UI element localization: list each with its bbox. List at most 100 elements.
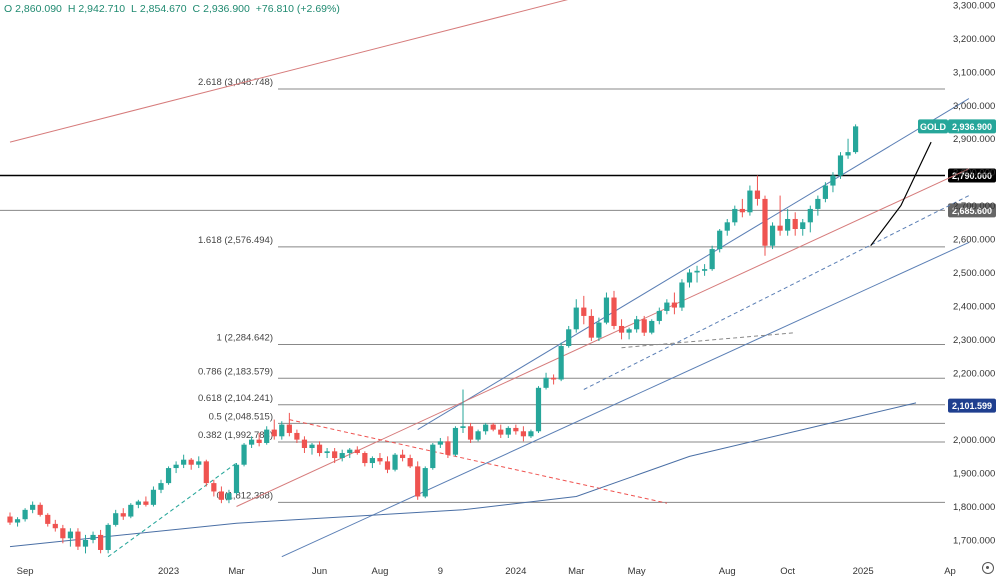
- y-axis-tick-label: 2,500.000: [953, 268, 995, 279]
- price-tag: [948, 398, 996, 413]
- price-tag-label: 2,101.599: [952, 401, 992, 411]
- level-tag-label: 2,685.600: [952, 206, 992, 216]
- candle-body: [747, 190, 753, 213]
- y-axis-tick-label: 3,200.000: [953, 34, 995, 45]
- candle-body: [702, 269, 708, 271]
- dash-lower-1: [107, 462, 237, 558]
- candle-body: [271, 429, 277, 437]
- candle-body: [67, 531, 73, 539]
- candle-body: [354, 449, 360, 454]
- candle-body: [332, 451, 338, 459]
- high-value: 2,942.710: [78, 3, 126, 15]
- candle-body: [800, 222, 806, 230]
- x-axis-tick-label: May: [628, 566, 646, 577]
- candle-body: [671, 302, 677, 308]
- candle-body: [407, 458, 413, 467]
- candle-body: [505, 427, 511, 435]
- candle-body: [792, 218, 798, 230]
- y-axis-tick-label: 2,300.000: [953, 335, 995, 346]
- candle-body: [181, 459, 187, 465]
- candle-body: [535, 387, 542, 432]
- candle-body: [634, 319, 640, 330]
- y-axis-tick-label: 3,000.000: [953, 101, 995, 112]
- candle-body: [392, 454, 398, 470]
- candle-body: [173, 464, 179, 469]
- top-channel: [9, 0, 569, 143]
- candle-body: [679, 282, 685, 308]
- candle-body: [422, 468, 428, 497]
- candle-body: [113, 513, 119, 525]
- fib-level-label: 0.382 (1,992.783): [198, 430, 273, 441]
- fib-level-label: 0 (1,812.388): [216, 490, 273, 501]
- candle-body: [543, 377, 549, 388]
- y-axis-tick-label: 3,100.000: [953, 67, 995, 78]
- price-tag: [948, 119, 996, 134]
- candle-body: [233, 464, 240, 494]
- fib-level-label: 0.786 (2,183.579): [198, 366, 273, 377]
- mid-channel: [236, 168, 970, 507]
- candle-body: [309, 444, 315, 448]
- y-axis-tick-label: 1,900.000: [953, 469, 995, 480]
- candle-body: [203, 461, 209, 484]
- candle-body: [30, 504, 36, 510]
- candle-body: [22, 509, 28, 520]
- x-axis-tick-label: 2024: [505, 566, 526, 577]
- candle-body: [135, 501, 141, 505]
- candle-body: [573, 307, 579, 330]
- candle-body: [528, 431, 534, 437]
- upper-channel: [417, 98, 970, 431]
- y-axis-tick-label: 2,400.000: [953, 301, 995, 312]
- candle-body: [626, 329, 632, 333]
- candle-body: [498, 429, 504, 435]
- change-value: +76.810 (+2.69%): [255, 3, 340, 15]
- low-value: 2,854.670: [139, 3, 187, 15]
- candle-body: [709, 249, 715, 270]
- fib-level-label: 1 (2,284.642): [216, 332, 273, 343]
- candle-body: [52, 523, 58, 529]
- candle-body: [218, 491, 224, 500]
- candle-body: [837, 155, 844, 176]
- symbol-tag: [918, 119, 948, 134]
- x-axis-tick-label: 2025: [853, 566, 874, 577]
- candle-body: [14, 519, 21, 523]
- candle-body: [769, 225, 776, 246]
- candle-body: [686, 272, 693, 283]
- fib-level-label: 0.618 (2,104.241): [198, 393, 273, 404]
- candle-body: [60, 528, 66, 539]
- candle-body: [294, 432, 300, 440]
- candle-body: [301, 439, 308, 448]
- candle-body: [724, 222, 730, 231]
- candle-body: [739, 208, 745, 213]
- ohlc-legend: O 2,860.090 H 2,942.710 L 2,854.670 C 2,936.…: [4, 3, 343, 15]
- candle-body: [664, 302, 670, 311]
- candle-body: [853, 126, 859, 153]
- candle-body: [822, 185, 828, 199]
- candle-body: [618, 325, 625, 333]
- candle-body: [369, 458, 375, 464]
- candle-body: [256, 439, 262, 443]
- candle-body: [754, 190, 761, 199]
- candle-body: [188, 459, 194, 465]
- candle-body: [37, 504, 43, 515]
- short-trend: [870, 141, 932, 247]
- candle-body: [452, 427, 459, 455]
- y-axis-tick-label: 3,300.000: [953, 1, 995, 12]
- candle-body: [339, 453, 345, 459]
- candle-body: [45, 514, 51, 524]
- y-axis-tick-label: 2,700.000: [953, 201, 995, 212]
- candle-body: [211, 483, 217, 492]
- symbol-tag-label: GOLD: [920, 122, 946, 132]
- open-label: O: [4, 3, 13, 15]
- candle-body: [717, 230, 723, 250]
- candle-body: [649, 320, 655, 333]
- x-axis-tick-label: 2023: [158, 566, 179, 577]
- candle-body: [196, 461, 202, 465]
- candle-body: [830, 175, 836, 186]
- candle-body: [490, 424, 496, 430]
- candle-body: [7, 516, 13, 523]
- candle-body: [732, 208, 738, 223]
- dash-down: [289, 419, 668, 504]
- settings-gear-icon[interactable]: [982, 562, 994, 574]
- candle-body: [264, 429, 270, 443]
